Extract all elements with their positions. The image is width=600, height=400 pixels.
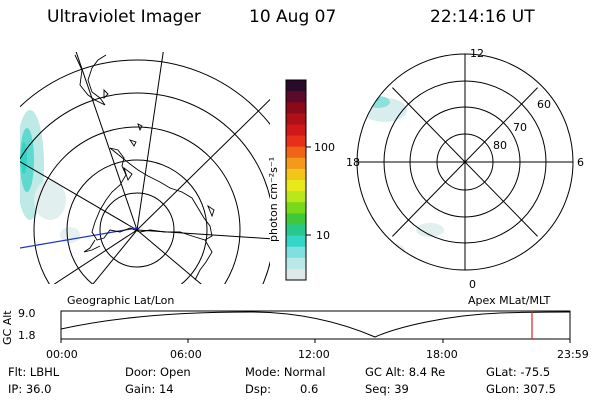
mlat-tick-80: 80 <box>493 139 507 152</box>
time-tick-0000: 00:00 <box>46 348 78 361</box>
time-tick-0600: 06:00 <box>170 348 202 361</box>
colorbar-segment <box>286 180 306 192</box>
colorbar-segment <box>286 191 306 203</box>
colorbar-segment <box>286 268 306 281</box>
colorbar-segment <box>286 168 306 181</box>
mlat-tick-60: 60 <box>537 98 551 111</box>
altitude-min-label: 1.8 <box>18 329 36 342</box>
gain-status: Gain: 14 <box>125 382 174 396</box>
geographic-panel-label: Geographic Lat/Lon <box>67 294 175 307</box>
colorbar-segment <box>286 124 306 137</box>
mlt-tick-0: 0 <box>469 278 476 291</box>
sequence-status: Seq: 39 <box>365 382 409 396</box>
altitude-max-label: 9.0 <box>18 307 36 320</box>
geo-longitude-status: GLon: 307.5 <box>486 382 556 396</box>
colorbar-segment <box>286 91 306 103</box>
coastline-outlines <box>74 54 215 281</box>
colorbar-segment <box>286 257 306 270</box>
geo-lat-circle <box>66 159 208 284</box>
gc-altitude-status: GC Alt: 8.4 Re <box>365 365 446 379</box>
colorbar-segment <box>286 202 306 214</box>
mlt-tick-12: 12 <box>470 47 484 60</box>
aurora-emission-geo <box>20 110 80 243</box>
colorbar-segment <box>286 113 306 125</box>
geo-lat-circle <box>20 59 270 125</box>
time-tick-1200: 12:00 <box>298 348 330 361</box>
door-status: Door: Open <box>125 365 191 379</box>
dsp-value: 0.6 <box>300 382 319 396</box>
dsp-label: Dsp: <box>245 382 272 396</box>
ip-status: IP: 36.0 <box>8 382 52 396</box>
colorbar-segment <box>286 146 306 159</box>
colorbar-tick-10: 10 <box>316 229 330 242</box>
colorbar-segment <box>286 157 306 170</box>
colorbar-segment <box>286 224 306 237</box>
colorbar-segment <box>286 135 306 148</box>
mode-status: Mode: Normal <box>245 365 326 379</box>
altitude-curve <box>60 311 571 338</box>
filter-status: Flt: LBHL <box>8 365 60 379</box>
colorbar-segment <box>286 102 306 114</box>
geo-lat-circle <box>99 192 175 268</box>
colorbar-tick-100: 100 <box>314 141 335 154</box>
time-tick-2359: 23:59 <box>557 348 589 361</box>
mlt-tick-18: 18 <box>346 156 360 169</box>
colorbar-segment <box>286 213 306 225</box>
observation-time: 22:14:16 UT <box>430 7 535 27</box>
altitude-axis-label: GC Alt <box>1 310 14 345</box>
colorbar-segment <box>286 235 306 248</box>
colorbar-segment <box>286 246 306 259</box>
geo-lat-circle <box>33 126 241 284</box>
geo-latitude-status: GLat: -75.5 <box>486 365 551 379</box>
colorbar-segment <box>286 80 306 92</box>
time-tick-1800: 18:00 <box>426 348 458 361</box>
magnetic-panel-label: Apex MLat/MLT <box>468 294 551 307</box>
instrument-title: Ultraviolet Imager <box>47 7 201 27</box>
mlat-tick-70: 70 <box>513 121 527 134</box>
mlt-tick-6: 6 <box>577 156 584 169</box>
observation-date: 10 Aug 07 <box>249 7 337 27</box>
geo-lat-circle <box>20 92 270 284</box>
